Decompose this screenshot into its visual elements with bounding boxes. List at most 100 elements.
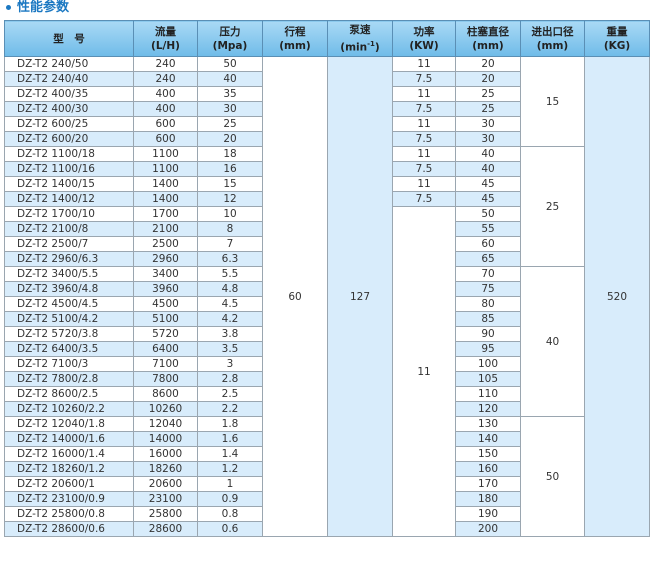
flow-cell: 18260	[133, 461, 198, 477]
model-cell: DZ-T2 1400/12	[4, 191, 134, 207]
model-cell: DZ-T2 1700/10	[4, 206, 134, 222]
flow-cell: 400	[133, 86, 198, 102]
flow-cell: 23100	[133, 491, 198, 507]
header-weight: 重量 (KG)	[584, 20, 650, 57]
plunger-cell: 150	[455, 446, 521, 462]
model-cell: DZ-T2 4500/4.5	[4, 296, 134, 312]
model-cell: DZ-T2 600/25	[4, 116, 134, 132]
flow-cell: 7800	[133, 371, 198, 387]
flow-cell: 7100	[133, 356, 198, 372]
model-cell: DZ-T2 12040/1.8	[4, 416, 134, 432]
flow-cell: 600	[133, 116, 198, 132]
flow-cell: 240	[133, 71, 198, 87]
pressure-cell: 0.8	[197, 506, 263, 522]
table-row: DZ-T2 5720/3.8 5720 3.8 90	[4, 326, 650, 342]
table-row: DZ-T2 2960/6.3 2960 6.3 65	[4, 251, 650, 267]
power-cell: 7.5	[392, 191, 456, 207]
flow-cell: 25800	[133, 506, 198, 522]
model-cell: DZ-T2 14000/1.6	[4, 431, 134, 447]
power-cell: 11	[392, 56, 456, 72]
flow-cell: 10260	[133, 401, 198, 417]
model-cell: DZ-T2 20600/1	[4, 476, 134, 492]
flow-cell: 1100	[133, 146, 198, 162]
flow-cell: 6400	[133, 341, 198, 357]
pressure-cell: 3.8	[197, 326, 263, 342]
pressure-cell: 4.8	[197, 281, 263, 297]
port-cell: 50	[520, 416, 585, 537]
model-cell: DZ-T2 2500/7	[4, 236, 134, 252]
plunger-cell: 110	[455, 386, 521, 402]
pressure-cell: 10	[197, 206, 263, 222]
header-stroke: 行程 (mm)	[262, 20, 328, 57]
model-cell: DZ-T2 400/30	[4, 101, 134, 117]
plunger-cell: 95	[455, 341, 521, 357]
model-cell: DZ-T2 6400/3.5	[4, 341, 134, 357]
model-cell: DZ-T2 1400/15	[4, 176, 134, 192]
model-cell: DZ-T2 240/50	[4, 56, 134, 72]
pressure-cell: 20	[197, 131, 263, 147]
table-row: DZ-T2 25800/0.8 25800 0.8 190	[4, 506, 650, 522]
header-power: 功率 (KW)	[392, 20, 456, 57]
flow-cell: 8600	[133, 386, 198, 402]
flow-cell: 5720	[133, 326, 198, 342]
plunger-cell: 45	[455, 191, 521, 207]
header-port: 进出口径 (mm)	[520, 20, 585, 57]
model-cell: DZ-T2 1100/16	[4, 161, 134, 177]
pressure-cell: 15	[197, 176, 263, 192]
header-pressure: 压力 (Mpa)	[197, 20, 263, 57]
flow-cell: 2500	[133, 236, 198, 252]
table-row: DZ-T2 16000/1.4 16000 1.4 150	[4, 446, 650, 462]
table-row: DZ-T2 7100/3 7100 3 100	[4, 356, 650, 372]
pressure-cell: 3	[197, 356, 263, 372]
pressure-cell: 25	[197, 116, 263, 132]
plunger-cell: 170	[455, 476, 521, 492]
plunger-cell: 90	[455, 326, 521, 342]
table-row: DZ-T2 14000/1.6 14000 1.6 140	[4, 431, 650, 447]
model-cell: DZ-T2 1100/18	[4, 146, 134, 162]
pressure-cell: 1.8	[197, 416, 263, 432]
model-cell: DZ-T2 5720/3.8	[4, 326, 134, 342]
pressure-cell: 12	[197, 191, 263, 207]
plunger-cell: 50	[455, 206, 521, 222]
flow-cell: 12040	[133, 416, 198, 432]
power-cell: 11	[392, 176, 456, 192]
model-cell: DZ-T2 5100/4.2	[4, 311, 134, 327]
plunger-cell: 120	[455, 401, 521, 417]
plunger-cell: 160	[455, 461, 521, 477]
table-row: DZ-T2 23100/0.9 23100 0.9 180	[4, 491, 650, 507]
model-cell: DZ-T2 23100/0.9	[4, 491, 134, 507]
model-cell: DZ-T2 28600/0.6	[4, 521, 134, 537]
flow-cell: 28600	[133, 521, 198, 537]
model-cell: DZ-T2 7800/2.8	[4, 371, 134, 387]
pressure-cell: 2.8	[197, 371, 263, 387]
plunger-cell: 190	[455, 506, 521, 522]
pressure-cell: 30	[197, 101, 263, 117]
flow-cell: 3400	[133, 266, 198, 282]
pressure-cell: 1.4	[197, 446, 263, 462]
model-cell: DZ-T2 3400/5.5	[4, 266, 134, 282]
plunger-cell: 100	[455, 356, 521, 372]
flow-cell: 20600	[133, 476, 198, 492]
performance-table: 型 号 流量 (L/H) 压力 (Mpa) 行程 (mm) 泵速 (min-1) 功率(…	[4, 20, 650, 537]
section-title: 性能参数	[6, 0, 69, 18]
header-model: 型 号	[4, 20, 134, 57]
flow-cell: 600	[133, 131, 198, 147]
plunger-cell: 55	[455, 221, 521, 237]
flow-cell: 1400	[133, 176, 198, 192]
power-cell: 7.5	[392, 71, 456, 87]
model-cell: DZ-T2 7100/3	[4, 356, 134, 372]
stroke-cell: 60	[262, 56, 328, 537]
plunger-cell: 80	[455, 296, 521, 312]
table-row: DZ-T2 1100/16 1100 16 7.5 40	[4, 161, 650, 177]
plunger-cell: 200	[455, 521, 521, 537]
table-row: DZ-T2 400/35 400 35 11 25	[4, 86, 650, 102]
flow-cell: 14000	[133, 431, 198, 447]
pressure-cell: 50	[197, 56, 263, 72]
plunger-cell: 20	[455, 71, 521, 87]
plunger-cell: 25	[455, 101, 521, 117]
model-cell: DZ-T2 10260/2.2	[4, 401, 134, 417]
flow-cell: 1700	[133, 206, 198, 222]
plunger-cell: 85	[455, 311, 521, 327]
bullet-icon	[6, 5, 11, 10]
flow-cell: 16000	[133, 446, 198, 462]
